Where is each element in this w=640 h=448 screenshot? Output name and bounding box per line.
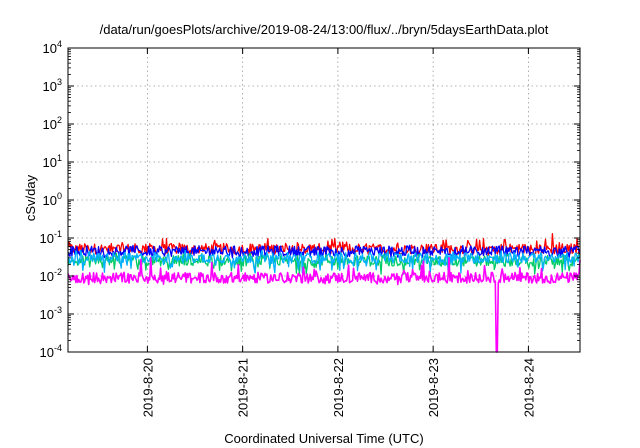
series-line xyxy=(67,256,581,353)
x-axis-label: Coordinated Universal Time (UTC) xyxy=(224,431,423,446)
x-tick-label: 2019-8-22 xyxy=(331,358,346,417)
y-axis-label: cSv/day xyxy=(23,174,38,221)
y-tick-label: 10-3 xyxy=(40,305,62,322)
y-tick-label: 103 xyxy=(43,77,62,94)
y-tick-label: 100 xyxy=(43,191,62,208)
y-tick-label: 104 xyxy=(43,39,62,56)
x-tick-label: 2019-8-20 xyxy=(140,358,155,417)
x-tick-label: 2019-8-23 xyxy=(426,358,441,417)
grid xyxy=(68,48,580,352)
ticks: 10-4 10-3 10-2 10-1 100 101 102 103 104 2019-8-20… xyxy=(40,39,580,417)
y-tick-label: 10-4 xyxy=(40,343,62,360)
x-tick-label: 2019-8-24 xyxy=(521,358,536,417)
y-tick-label: 102 xyxy=(43,115,62,132)
y-tick-label: 10-2 xyxy=(40,267,62,284)
series-group xyxy=(67,233,581,353)
series-line xyxy=(67,244,581,259)
series-line xyxy=(67,249,580,274)
y-tick-label: 10-1 xyxy=(40,229,62,246)
y-tick-label: 101 xyxy=(43,153,62,170)
chart-title: /data/run/goesPlots/archive/2019-08-24/1… xyxy=(100,22,549,37)
x-tick-label: 2019-8-21 xyxy=(236,358,251,417)
